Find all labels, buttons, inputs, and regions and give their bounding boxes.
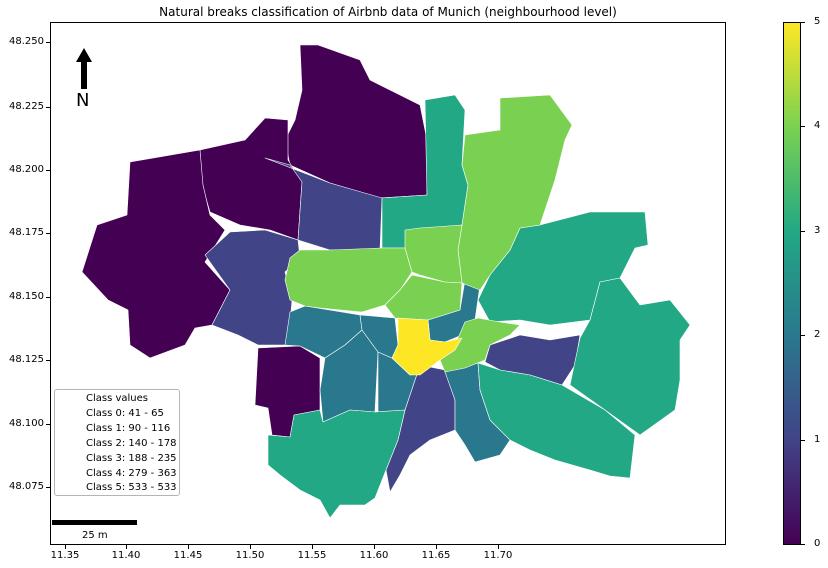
colorbar-tick bbox=[801, 440, 805, 441]
region-far-east bbox=[569, 277, 691, 436]
region-altstadt bbox=[391, 317, 463, 376]
colorbar bbox=[783, 22, 801, 545]
region-west bbox=[81, 149, 231, 359]
colorbar-tick-label: 2 bbox=[814, 329, 821, 340]
y-tick-label: 48.175 bbox=[9, 227, 44, 238]
north-label: N bbox=[76, 90, 90, 111]
region-central-east bbox=[384, 274, 463, 321]
y-tick bbox=[46, 170, 50, 171]
y-tick bbox=[46, 107, 50, 108]
region-central-north bbox=[404, 224, 463, 284]
legend-item: Class 0: 41 - 65 bbox=[86, 408, 164, 419]
colorbar-tick-label: 5 bbox=[814, 16, 821, 27]
legend-item: Class 4: 279 - 363 bbox=[86, 468, 177, 479]
y-tick-label: 48.100 bbox=[9, 418, 44, 429]
x-tick bbox=[126, 545, 127, 549]
x-tick bbox=[374, 545, 375, 549]
scale-label: 25 m bbox=[82, 530, 108, 541]
y-tick bbox=[46, 297, 50, 298]
colorbar-tick-label: 3 bbox=[814, 225, 821, 236]
x-tick bbox=[188, 545, 189, 549]
x-tick-label: 11.70 bbox=[483, 550, 513, 561]
x-tick-label: 11.45 bbox=[173, 550, 203, 561]
y-tick bbox=[46, 42, 50, 43]
y-tick-label: 48.200 bbox=[9, 164, 44, 175]
region-south-west bbox=[267, 409, 406, 519]
y-tick-label: 48.225 bbox=[9, 101, 44, 112]
region-north-east bbox=[457, 94, 573, 291]
legend-item: Class 2: 140 - 178 bbox=[86, 438, 177, 449]
y-tick bbox=[46, 233, 50, 234]
x-tick-label: 11.60 bbox=[359, 550, 389, 561]
legend-item: Class 3: 188 - 235 bbox=[86, 453, 177, 464]
colorbar-tick bbox=[801, 544, 805, 545]
map-legend: Class values Class 0: 41 - 65 Class 1: 9… bbox=[54, 389, 180, 496]
legend-item: Class 1: 90 - 116 bbox=[86, 423, 171, 434]
region-south-east bbox=[477, 362, 636, 479]
y-tick-label: 48.075 bbox=[9, 481, 44, 492]
y-tick-label: 48.250 bbox=[9, 36, 44, 47]
y-tick bbox=[46, 424, 50, 425]
region-east-mid bbox=[484, 334, 581, 386]
x-tick bbox=[498, 545, 499, 549]
colorbar-tick-label: 1 bbox=[814, 434, 821, 445]
colorbar-tick bbox=[801, 335, 805, 336]
colorbar-tick-label: 0 bbox=[814, 538, 821, 549]
x-tick bbox=[65, 545, 66, 549]
colorbar-tick bbox=[801, 231, 805, 232]
y-tick-label: 48.125 bbox=[9, 354, 44, 365]
north-arrow-icon bbox=[76, 48, 92, 89]
x-tick bbox=[436, 545, 437, 549]
x-tick-label: 11.50 bbox=[235, 550, 265, 561]
y-tick bbox=[46, 360, 50, 361]
map-title: Natural breaks classification of Airbnb … bbox=[159, 5, 617, 19]
x-tick-label: 11.65 bbox=[421, 550, 451, 561]
colorbar-tick bbox=[801, 22, 805, 23]
neighbourhood-map bbox=[81, 44, 691, 519]
scale-bar bbox=[52, 520, 137, 525]
x-tick bbox=[312, 545, 313, 549]
x-tick-label: 11.40 bbox=[111, 550, 141, 561]
x-tick-label: 11.55 bbox=[297, 550, 327, 561]
legend-title: Class values bbox=[86, 393, 149, 404]
colorbar-tick-label: 4 bbox=[814, 120, 821, 131]
legend-item: Class 5: 533 - 533 bbox=[86, 482, 177, 493]
y-tick bbox=[46, 487, 50, 488]
x-tick bbox=[250, 545, 251, 549]
x-tick-label: 11.35 bbox=[50, 550, 80, 561]
colorbar-tick bbox=[801, 126, 805, 127]
y-tick-label: 48.150 bbox=[9, 291, 44, 302]
